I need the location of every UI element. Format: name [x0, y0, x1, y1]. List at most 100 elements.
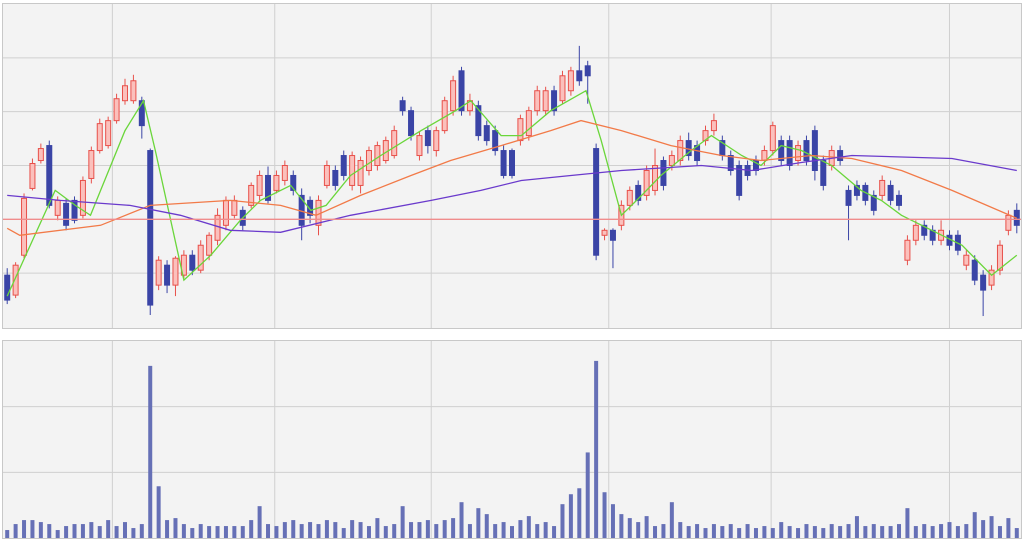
candle-body	[113, 98, 120, 122]
volume-bar	[425, 520, 430, 538]
volume-bar	[215, 526, 220, 538]
volume-bar	[871, 524, 876, 538]
candle-body	[130, 80, 137, 102]
volume-bar	[812, 526, 817, 538]
candle-body	[37, 148, 44, 162]
volume-bar	[913, 526, 918, 538]
candle-body	[996, 244, 1003, 271]
volume-bar	[232, 526, 237, 538]
candle-body	[332, 169, 339, 186]
volume-bar	[64, 526, 69, 538]
volume-bar	[510, 526, 514, 538]
volume-bar	[981, 520, 986, 538]
candle-body	[896, 194, 903, 206]
volume-bar	[476, 508, 481, 538]
volume-bar	[619, 514, 624, 538]
volume-bar	[955, 526, 960, 538]
candle-body	[416, 135, 423, 157]
volume-bar	[543, 522, 548, 538]
volume-bar	[770, 528, 775, 538]
candle-body	[88, 150, 95, 179]
candle-body	[475, 105, 482, 137]
candle-body	[567, 70, 574, 92]
candle-body	[853, 184, 860, 196]
volume-bar	[560, 504, 565, 538]
candle-body	[980, 274, 987, 291]
candle-body	[811, 130, 818, 171]
volume-bar	[375, 518, 380, 538]
candle-body	[525, 110, 532, 137]
volume-bar	[779, 522, 784, 538]
candle-body	[4, 274, 11, 301]
candle-body	[559, 75, 566, 102]
candle-body	[626, 189, 633, 206]
candle-body	[231, 199, 238, 216]
candle-body	[483, 125, 490, 142]
volume-bar	[526, 516, 531, 538]
candle-body	[652, 165, 659, 191]
volume-bar	[821, 528, 826, 538]
candle-body	[458, 70, 465, 112]
volume-bar	[122, 522, 127, 538]
candle-body	[63, 202, 70, 226]
volume-bar	[787, 526, 792, 538]
candle-body	[837, 150, 844, 162]
volume-bar	[518, 520, 523, 538]
candle-body	[340, 155, 347, 176]
candle-body	[105, 120, 112, 147]
candle-body	[12, 264, 19, 296]
volume-bar	[80, 524, 85, 538]
volume-bar	[737, 528, 742, 538]
volume-bar	[400, 506, 405, 538]
volume-bar	[863, 526, 868, 538]
candle-body	[391, 130, 398, 157]
volume-bar	[106, 520, 111, 538]
candle-body	[71, 199, 78, 221]
candle-body	[887, 184, 894, 201]
volume-bar	[661, 524, 666, 538]
volume-bar	[484, 514, 489, 538]
candle-body	[500, 150, 507, 176]
volume-bar	[753, 528, 758, 538]
candle-body	[988, 269, 995, 286]
volume-bar	[30, 520, 35, 538]
candle-body	[273, 174, 280, 191]
candle-body	[870, 194, 877, 211]
volume-bar	[930, 526, 935, 538]
candle-body	[29, 163, 36, 189]
volume-bar	[610, 504, 615, 538]
candle-body	[635, 184, 642, 201]
volume-bar	[274, 526, 279, 538]
candle-body	[786, 140, 793, 167]
candle-body	[424, 130, 431, 147]
volume-bar	[383, 526, 388, 538]
volume-bar	[594, 360, 599, 538]
volume-bar	[888, 526, 893, 538]
candle-body	[963, 254, 970, 266]
volume-bar	[434, 524, 439, 538]
candle-body	[281, 165, 288, 181]
volume-bar	[38, 522, 43, 538]
candle-body	[971, 259, 978, 281]
candle-body	[46, 145, 53, 206]
candle-body	[736, 165, 743, 196]
volume-bar	[173, 518, 178, 538]
volume-bar	[695, 524, 700, 538]
volume-bar	[266, 524, 271, 538]
volume-bar	[678, 522, 683, 538]
candle-body	[121, 85, 128, 102]
candle-body	[172, 257, 179, 286]
volume-bar	[282, 522, 287, 538]
candle-body	[197, 244, 204, 271]
candle-body	[761, 150, 768, 162]
volume-bar	[989, 516, 994, 538]
volume-bar	[922, 524, 927, 538]
volume-bar	[905, 508, 910, 538]
volume-bar	[350, 520, 355, 538]
candle-body	[576, 70, 583, 82]
volume-bar	[366, 526, 371, 538]
volume-bar	[97, 526, 102, 538]
candle-body	[21, 197, 28, 256]
candle-body	[374, 145, 381, 167]
